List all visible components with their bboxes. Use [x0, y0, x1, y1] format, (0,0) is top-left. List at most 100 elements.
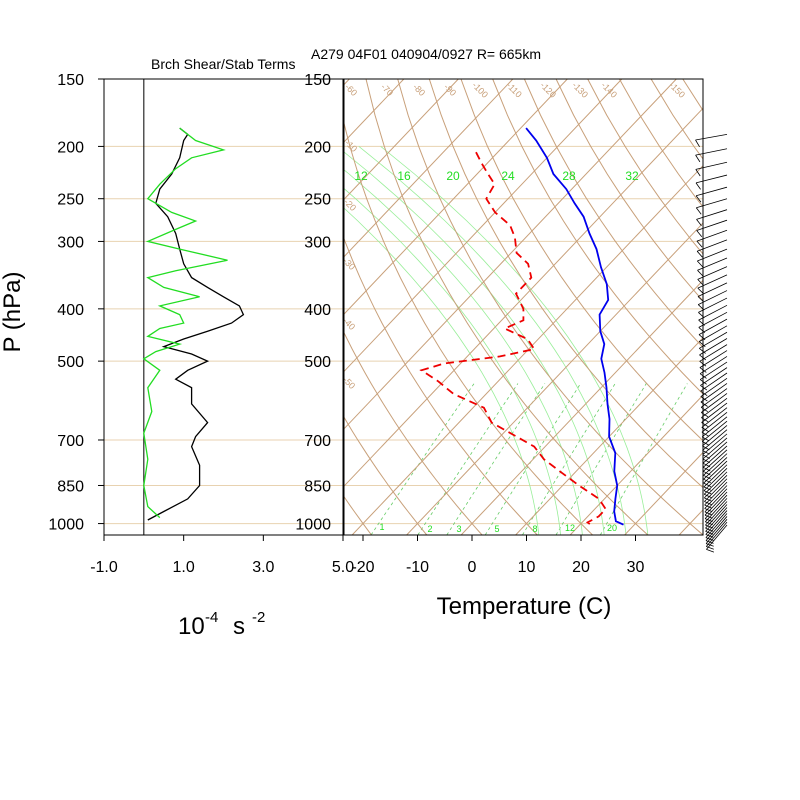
skewt-xtick-label-2: 0	[468, 559, 477, 576]
wind-barb-flag	[699, 379, 707, 385]
wind-barb-staff	[697, 266, 728, 280]
skewt-xtick-label-3: 10	[518, 559, 536, 576]
wind-barb-flag	[703, 482, 712, 487]
wind-barb-staff	[701, 407, 728, 428]
wind-barb-staff	[697, 248, 728, 262]
skewt-y-tick-labels: 150 200 250 300 400 500 700 850 1000	[295, 72, 331, 534]
moist-adiabat-label-8: 8	[532, 524, 537, 534]
wind-barb-staff	[698, 290, 728, 305]
isotherm-label-13: -140	[599, 80, 619, 100]
wind-barb-staff	[703, 449, 728, 472]
wind-barb-flag	[704, 518, 713, 522]
skewt-series-line-1	[419, 151, 607, 526]
wind-barb-flag	[696, 250, 703, 258]
wind-barb-staff	[699, 331, 728, 349]
left-ytick-label-150: 150	[57, 72, 84, 89]
wind-barb-flag	[699, 347, 706, 354]
wind-barb-staff	[698, 297, 728, 313]
left-x-unit-base: 10	[178, 613, 205, 640]
mixing-ratio-5	[484, 383, 581, 535]
isotherm-0	[460, 279, 703, 535]
wind-barb-staff	[705, 498, 728, 523]
skewt-moist-adiabats	[344, 146, 649, 535]
skewt-ytick-label-200: 200	[304, 139, 331, 156]
wind-barb-staff	[699, 338, 728, 356]
dry-adiabat-70	[492, 79, 703, 395]
isotherm-40	[678, 509, 703, 535]
wind-barb-flag	[704, 508, 713, 512]
dry-adiabat--20	[344, 495, 372, 535]
skewt-dry-adiabats	[344, 79, 800, 535]
x-axis-label: Temperature (C)	[437, 593, 612, 620]
isotherm--30	[344, 107, 703, 487]
wind-barb-staff	[700, 372, 728, 392]
left-xtick-label-2: 3.0	[252, 559, 274, 576]
mixing-ratio-2	[417, 383, 519, 535]
wind-barb-staff	[695, 186, 728, 197]
wind-barb-flag	[704, 511, 713, 516]
wind-barb-flag	[700, 396, 708, 402]
wind-barb-staff	[705, 516, 728, 541]
left-ytick-label-700: 700	[57, 433, 84, 450]
mixing-ratio-3	[446, 383, 546, 535]
left-x-unit-label: 10 -4 s -2	[178, 609, 265, 640]
moist-adiabat-32	[380, 146, 649, 535]
wind-barb-staff	[700, 383, 728, 403]
wind-barb-staff	[702, 445, 728, 468]
wind-barb-staff	[702, 429, 728, 451]
dry-adiabat-140	[714, 79, 800, 535]
wind-barb-staff	[702, 425, 728, 447]
left-series-group	[142, 127, 245, 521]
left-x-unit-exp: -4	[205, 609, 218, 626]
isotherm-label-5: -60	[343, 82, 359, 98]
wind-barb-staff	[703, 460, 728, 484]
wind-barb-flag	[697, 304, 705, 311]
moist-adiabat-label-12: 12	[565, 523, 575, 533]
isotherm-30	[624, 451, 703, 535]
skewt-xtick-label-0: -20	[351, 559, 374, 576]
dry-adiabat-50	[428, 79, 703, 489]
wind-barb-staff	[701, 420, 728, 442]
isotherm--100	[344, 79, 350, 86]
skewt-xtick-label-4: 20	[572, 559, 590, 576]
left-ytick-label-300: 300	[57, 234, 84, 251]
isotherm--70	[344, 79, 514, 258]
skewt-series-group	[419, 127, 624, 526]
skewt-panel: 12 16 20 24 28 321 2 3 5 8 12 20-10-20-30-40-50-60-…	[0, 72, 800, 576]
moist-adiabat-label-3: 3	[456, 524, 461, 534]
moist-adiabat-label-5: 5	[494, 524, 499, 534]
dry-adiabat--10	[344, 416, 428, 535]
isotherm-20	[569, 394, 703, 535]
left-plot-frame	[103, 78, 344, 536]
isotherm--80	[344, 79, 459, 201]
wind-barb-staff	[704, 494, 728, 519]
isotherm--10	[406, 222, 703, 535]
skewt-ytick-label-500: 500	[304, 354, 331, 371]
wind-barb-staff	[705, 504, 728, 529]
wind-barb-staff	[697, 274, 728, 289]
wind-barb-staff	[705, 510, 728, 535]
isotherm--60	[344, 79, 568, 315]
wind-barb-staff	[696, 209, 728, 220]
wind-barb-staff	[695, 134, 728, 141]
wind-barb-staff	[703, 468, 728, 491]
mixing-ratio-label-20: 20	[446, 169, 460, 183]
left-series-line-1	[142, 127, 228, 519]
wind-barb-staff	[695, 174, 728, 184]
isotherm-label-9: -100	[470, 80, 490, 100]
wind-barb-flag	[706, 549, 715, 553]
isotherm--130	[0, 79, 186, 535]
isotherm-label-10: -110	[504, 80, 523, 99]
wind-barb-flag	[701, 412, 709, 418]
left-ytick-label-200: 200	[57, 139, 84, 156]
dry-adiabat-60	[460, 79, 703, 442]
skewt-ytick-label-1000: 1000	[295, 517, 331, 534]
wind-barb-staff	[705, 507, 728, 532]
isotherm-label-12: -130	[570, 80, 590, 100]
wind-barb-staff	[703, 453, 728, 476]
skewt-isotherms	[0, 79, 703, 535]
wind-barb-staff	[701, 393, 728, 413]
isotherm-label-7: -80	[411, 82, 427, 98]
dry-adiabat-40	[397, 79, 703, 535]
wind-barb-flag	[699, 367, 707, 373]
